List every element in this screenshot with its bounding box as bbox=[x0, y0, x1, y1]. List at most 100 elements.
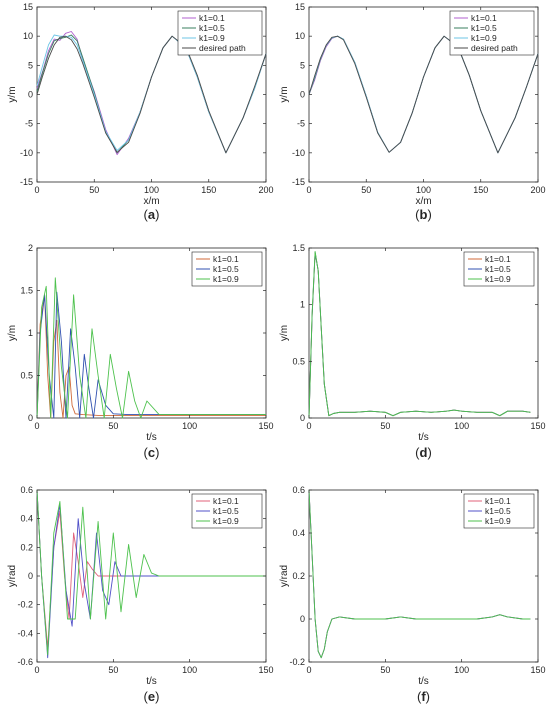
panel-caption: (d) bbox=[415, 445, 432, 460]
y-tick-label: 1.5 bbox=[292, 243, 305, 253]
y-tick-label: 0 bbox=[28, 90, 33, 100]
x-tick-label: 150 bbox=[530, 421, 545, 431]
series-line-1 bbox=[36, 291, 266, 419]
y-tick-label: 1 bbox=[28, 328, 33, 338]
x-tick-label: 0 bbox=[34, 185, 39, 195]
x-tick-label: 50 bbox=[108, 665, 118, 675]
x-axis-label: x/m bbox=[143, 196, 159, 207]
x-tick-label: 50 bbox=[361, 185, 371, 195]
legend-entry: k1=0.5 bbox=[485, 506, 511, 516]
series-group bbox=[36, 31, 267, 156]
y-tick-label: 0.5 bbox=[20, 371, 33, 381]
x-axis-label: t/s bbox=[418, 676, 429, 687]
legend-entry: k1=0.9 bbox=[471, 33, 497, 43]
series-group bbox=[308, 489, 531, 659]
y-tick-label: 2 bbox=[28, 243, 33, 253]
x-tick-label: 100 bbox=[182, 421, 197, 431]
x-tick-label: 0 bbox=[34, 665, 39, 675]
legend: k1=0.1k1=0.5k1=0.9 bbox=[191, 493, 263, 529]
x-tick-label: 0 bbox=[34, 421, 39, 431]
y-tick-label: -0.2 bbox=[17, 600, 33, 610]
x-tick-label: 150 bbox=[473, 185, 488, 195]
legend-entry: k1=0.5 bbox=[485, 264, 511, 274]
x-tick-label: 150 bbox=[530, 665, 545, 675]
x-tick-label: 0 bbox=[306, 421, 311, 431]
series-group bbox=[308, 250, 531, 419]
y-tick-label: 15 bbox=[23, 2, 33, 12]
legend-entry: k1=0.1 bbox=[485, 254, 511, 264]
y-tick-label: -0.4 bbox=[17, 628, 33, 638]
series-line-2 bbox=[36, 277, 266, 419]
x-tick-label: 50 bbox=[89, 185, 99, 195]
legend-entry: desired path bbox=[199, 43, 246, 53]
y-tick-label: -0.2 bbox=[289, 657, 305, 667]
y-tick-label: 0.2 bbox=[20, 542, 33, 552]
series-group bbox=[36, 277, 266, 419]
y-tick-label: 10 bbox=[295, 31, 305, 41]
panel-caption: (a) bbox=[144, 207, 160, 222]
panel-caption: (c) bbox=[144, 445, 160, 460]
y-axis-label: y/m bbox=[7, 86, 18, 102]
series-line-2 bbox=[308, 250, 531, 419]
y-axis-label: y/rad bbox=[7, 565, 18, 587]
series-group bbox=[308, 35, 539, 154]
y-tick-label: -5 bbox=[25, 119, 33, 129]
y-tick-label: 0.6 bbox=[20, 485, 33, 495]
x-tick-label: 50 bbox=[380, 665, 390, 675]
y-tick-label: 5 bbox=[28, 60, 33, 70]
legend-entry: k1=0.1 bbox=[199, 13, 225, 23]
x-tick-label: 50 bbox=[108, 421, 118, 431]
x-tick-label: 100 bbox=[182, 665, 197, 675]
y-tick-label: 0 bbox=[300, 90, 305, 100]
y-tick-label: 0 bbox=[300, 413, 305, 423]
y-tick-label: 0 bbox=[300, 614, 305, 624]
legend: k1=0.1k1=0.5k1=0.9 bbox=[191, 251, 263, 287]
y-axis-label: y/m bbox=[279, 86, 290, 102]
y-tick-label: 5 bbox=[300, 60, 305, 70]
y-tick-label: 0.4 bbox=[292, 528, 305, 538]
series-line-3 bbox=[36, 35, 267, 154]
series-line-3 bbox=[308, 35, 539, 154]
x-tick-label: 150 bbox=[201, 185, 216, 195]
y-tick-label: 1 bbox=[300, 300, 305, 310]
panel-caption: (f) bbox=[417, 689, 430, 704]
x-tick-label: 0 bbox=[306, 185, 311, 195]
legend-entry: k1=0.1 bbox=[485, 496, 511, 506]
legend-entry: k1=0.9 bbox=[213, 274, 239, 284]
legend-entry: k1=0.5 bbox=[471, 23, 497, 33]
legend-entry: k1=0.1 bbox=[471, 13, 497, 23]
legend-entry: k1=0.9 bbox=[213, 516, 239, 526]
y-tick-label: -0.6 bbox=[17, 657, 33, 667]
legend-entry: k1=0.1 bbox=[213, 254, 239, 264]
y-tick-label: 10 bbox=[23, 31, 33, 41]
x-tick-label: 200 bbox=[530, 185, 545, 195]
y-tick-label: -15 bbox=[292, 177, 305, 187]
y-tick-label: 0.2 bbox=[292, 571, 305, 581]
y-tick-label: 0.6 bbox=[292, 485, 305, 495]
legend-entry: k1=0.5 bbox=[213, 264, 239, 274]
series-line-2 bbox=[308, 489, 531, 659]
y-tick-label: 0.4 bbox=[20, 514, 33, 524]
x-tick-label: 200 bbox=[258, 185, 273, 195]
panel-caption: (e) bbox=[144, 689, 160, 704]
legend-entry: k1=0.9 bbox=[485, 274, 511, 284]
y-tick-label: 1.5 bbox=[20, 286, 33, 296]
x-axis-label: t/s bbox=[418, 432, 429, 443]
y-axis-label: y/rad bbox=[279, 565, 290, 587]
y-tick-label: -15 bbox=[20, 177, 33, 187]
y-tick-label: -5 bbox=[297, 119, 305, 129]
panel-caption: (b) bbox=[415, 207, 432, 222]
x-tick-label: 0 bbox=[306, 665, 311, 675]
y-tick-label: 0 bbox=[28, 413, 33, 423]
x-tick-label: 100 bbox=[454, 665, 469, 675]
legend-entry: k1=0.5 bbox=[199, 23, 225, 33]
y-tick-label: 0.5 bbox=[292, 356, 305, 366]
x-tick-label: 100 bbox=[144, 185, 159, 195]
chart-panel-a: 0 50 100 150 200-15-10-5051015x/my/mk1=0.1k1… bbox=[7, 2, 274, 222]
series-group bbox=[36, 489, 266, 659]
legend-entry: k1=0.9 bbox=[485, 516, 511, 526]
x-tick-label: 100 bbox=[454, 421, 469, 431]
